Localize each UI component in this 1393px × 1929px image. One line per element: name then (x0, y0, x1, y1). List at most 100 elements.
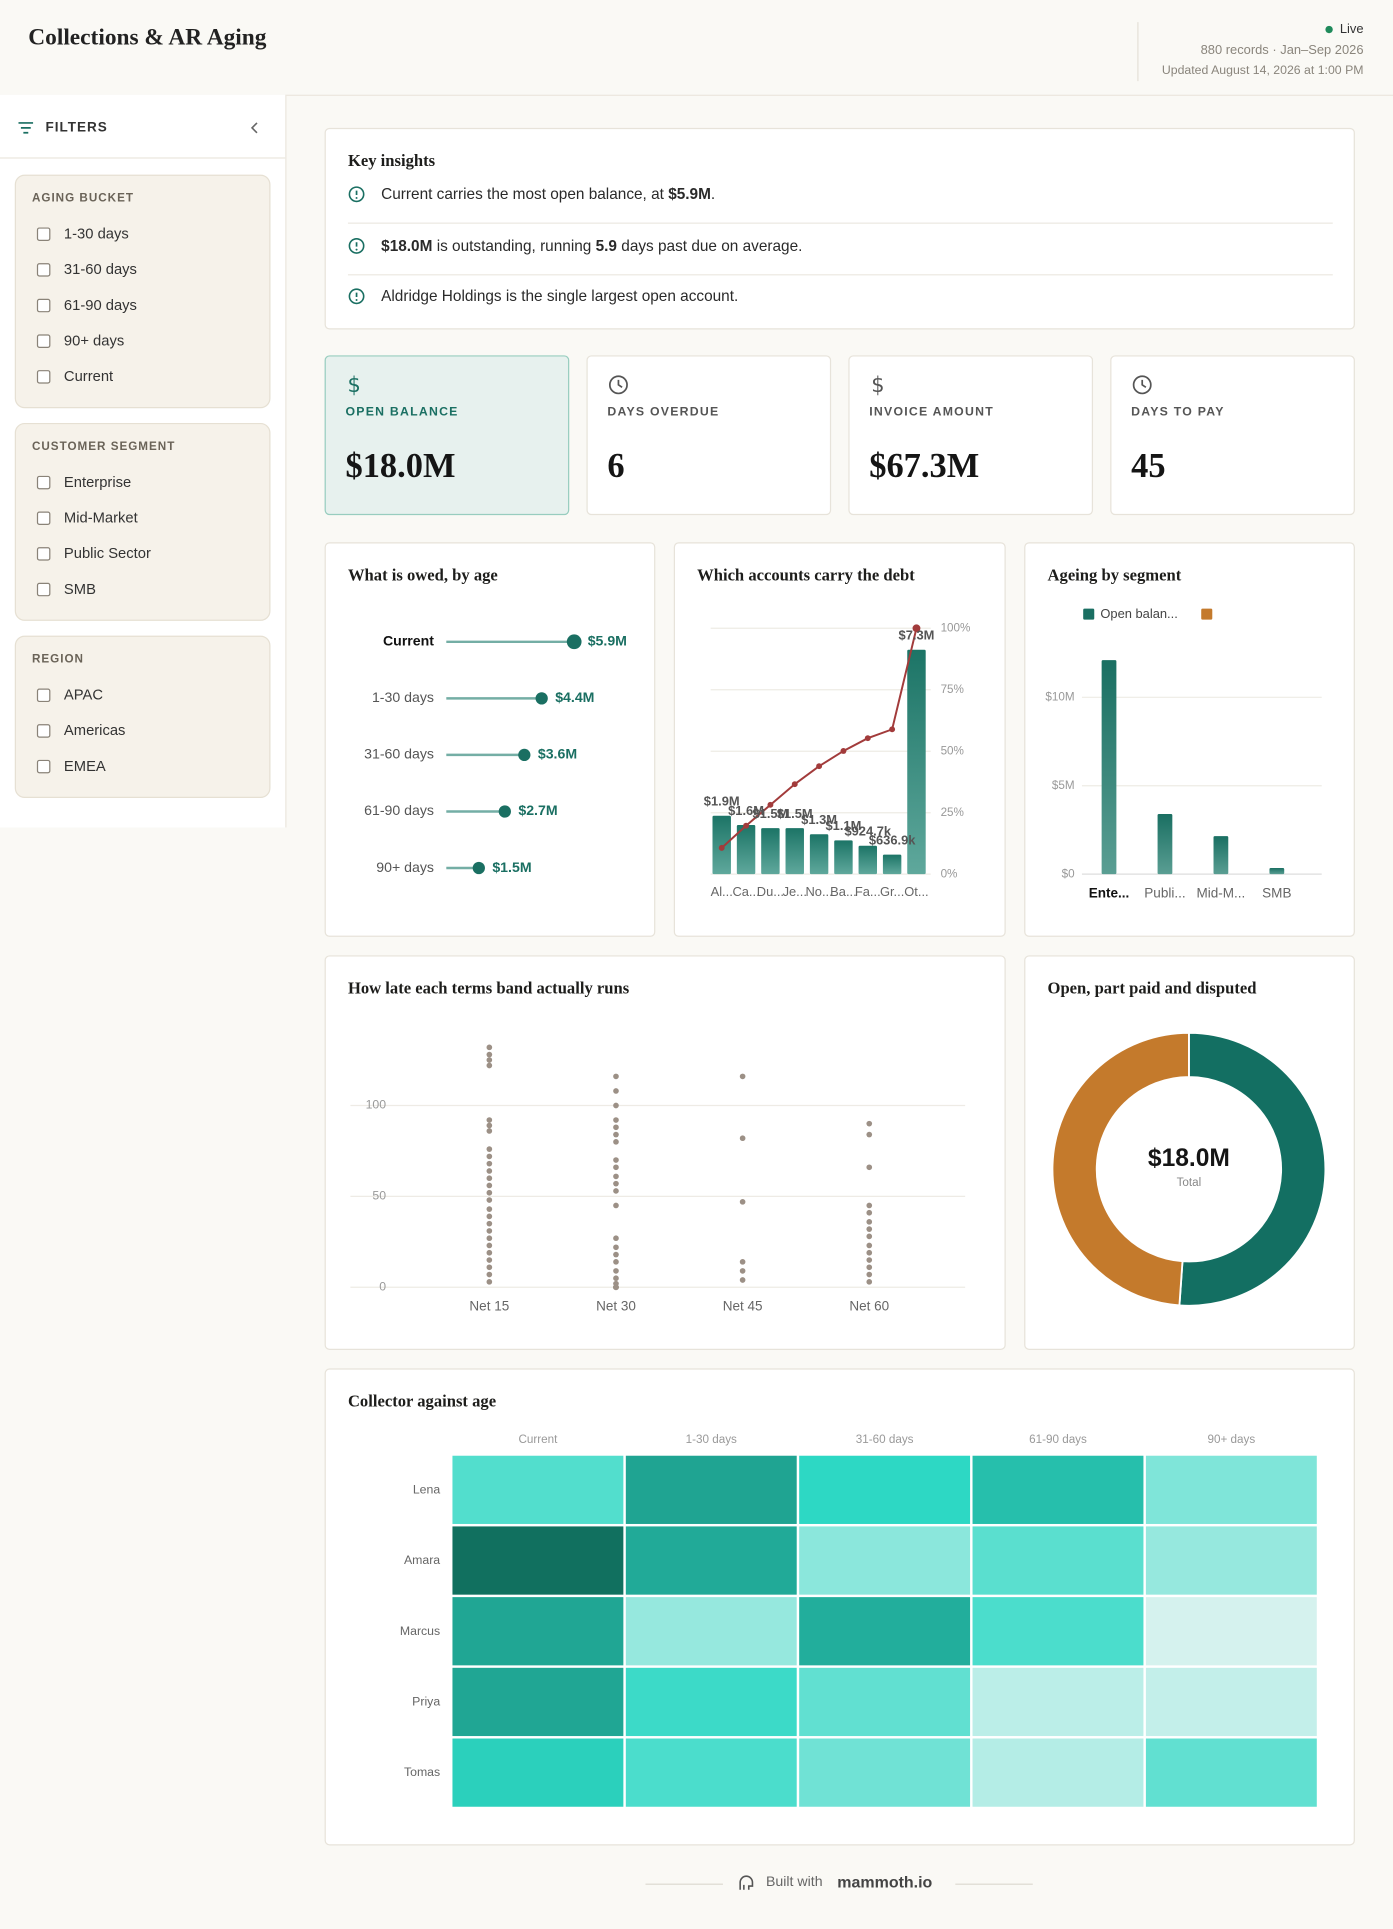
filter-option[interactable]: Enterprise (36, 473, 132, 491)
insights-card: Key insights Current carries the most op… (324, 127, 1355, 330)
filter-group-title: CUSTOMER SEGMENT (31, 440, 176, 454)
app-title: Collections & AR Aging (28, 24, 267, 51)
insight: Current carries the most open balance, a… (348, 186, 715, 203)
option-label: Americas (63, 721, 126, 739)
kpi-card[interactable]: DAYS TO PAY 45 (1110, 355, 1355, 516)
insight-icon (348, 288, 365, 305)
filter-option[interactable]: Americas (36, 721, 126, 739)
insight: Aldridge Holdings is the single largest … (348, 288, 738, 305)
insight-text: $5.9M (668, 185, 711, 203)
kpi-value: $67.3M (869, 447, 980, 486)
checkbox[interactable] (36, 333, 51, 348)
checkbox[interactable] (36, 298, 51, 312)
option-label: EMEA (63, 757, 106, 775)
records: 880 records · Jan–Sep 2026 (1200, 43, 1364, 58)
checkbox[interactable] (36, 759, 51, 773)
insight-text: . (710, 185, 716, 203)
kpi-icon (608, 375, 628, 395)
insight-text: $18.0M (381, 236, 433, 254)
chart-card: Which accounts carry the debt (673, 542, 1006, 937)
chart-title: Open, part paid and disputed (1047, 978, 1257, 998)
chart-card: How late each terms band actually runs (324, 955, 1006, 1350)
header: Collections & AR Aging Live 880 records … (0, 0, 1393, 96)
option-label: APAC (63, 686, 104, 704)
insight-text: is outstanding, running (432, 236, 596, 254)
chart-card: What is owed, by age (324, 542, 656, 937)
updated: Updated August 14, 2026 at 1:00 PM (1161, 63, 1364, 78)
separator (347, 273, 1333, 275)
filter-option[interactable]: 31-60 days (36, 260, 137, 278)
chart-title: What is owed, by age (347, 565, 498, 585)
checkbox[interactable] (36, 510, 51, 525)
chart-title: How late each terms band actually runs (347, 978, 630, 998)
kpi-icon: $ (347, 374, 360, 396)
checkbox[interactable] (36, 369, 51, 383)
insight: $18.0M is outstanding, running 5.9 days … (348, 237, 802, 254)
divider (0, 157, 286, 159)
footer-prefix: Built with (765, 1874, 823, 1890)
kpi-label: DAYS TO PAY (1131, 405, 1225, 420)
chart-title: Ageing by segment (1047, 565, 1182, 585)
live-dot (1325, 25, 1333, 34)
filter-option[interactable]: SMB (36, 580, 96, 598)
filter-group: REGION APAC Americas EMEA (14, 635, 271, 798)
kpi-icon: $ (871, 374, 884, 396)
live-label: Live (1339, 22, 1364, 37)
filter-option[interactable]: Public Sector (36, 544, 151, 562)
checkbox[interactable] (36, 546, 51, 561)
option-label: Mid-Market (63, 509, 138, 527)
separator (347, 222, 1333, 224)
filters-title: FILTERS (45, 120, 108, 136)
chart-card: Collector against age (324, 1368, 1355, 1846)
status: Live (1325, 22, 1364, 37)
insight-text: Current carries the most open balance, a… (381, 185, 669, 203)
kpi-label: OPEN BALANCE (345, 405, 459, 420)
filter-option[interactable]: EMEA (36, 757, 106, 775)
kpi-label: INVOICE AMOUNT (869, 405, 994, 420)
option-label: Public Sector (63, 544, 151, 562)
filter-group: AGING BUCKET 1-30 days 31-60 days 61-90 day… (14, 174, 271, 409)
kpi-label: DAYS OVERDUE (607, 405, 720, 420)
kpi-value: $18.0M (345, 447, 456, 486)
filter-option[interactable]: Mid-Market (36, 509, 138, 527)
checkbox[interactable] (36, 723, 51, 738)
filter-option[interactable]: 90+ days (36, 332, 124, 349)
kpi-card[interactable]: DAYS OVERDUE 6 (586, 355, 832, 516)
filter-icon (18, 122, 34, 134)
checkbox[interactable] (36, 687, 51, 702)
checkbox[interactable] (36, 475, 51, 489)
kpi-value: 45 (1131, 447, 1166, 486)
kpi-card[interactable]: $ INVOICE AMOUNT $67.3M (848, 355, 1094, 516)
svg-text:$: $ (871, 374, 884, 396)
filter-group: CUSTOMER SEGMENT Enterprise Mid-Market Publ… (14, 422, 271, 621)
option-label: Enterprise (63, 473, 132, 491)
filter-option[interactable]: APAC (36, 686, 104, 704)
insight-text: days past due on average. (616, 236, 803, 254)
chart-card: Open, part paid and disputed (1024, 955, 1355, 1350)
kpi-value: 6 (607, 447, 625, 486)
kpi-card[interactable]: $ OPEN BALANCE $18.0M (324, 355, 570, 516)
option-label: 31-60 days (63, 260, 137, 278)
insights-title: Key insights (347, 151, 436, 170)
filter-option[interactable]: 61-90 days (36, 296, 137, 314)
filter-option[interactable]: 1-30 days (36, 225, 129, 242)
sidebar: FILTERS AGING BUCKET 1-30 days 31-60 days 6… (0, 94, 287, 828)
filter-group-title: REGION (31, 652, 84, 667)
checkbox[interactable] (36, 582, 51, 596)
insight-icon (348, 186, 365, 203)
collapse-button[interactable] (250, 122, 260, 134)
insight-text: 5.9 (595, 236, 617, 254)
kpi-icon (1132, 375, 1152, 395)
svg-text:$: $ (347, 374, 360, 396)
footer-line (645, 1883, 723, 1885)
brand-icon (739, 1875, 754, 1890)
option-label: Current (63, 367, 114, 385)
checkbox[interactable] (36, 226, 51, 241)
footer-line (955, 1883, 1033, 1885)
filter-option[interactable]: Current (36, 367, 114, 385)
footer-brand[interactable]: mammoth.io (837, 1872, 933, 1891)
checkbox[interactable] (36, 262, 51, 277)
chart-title: Which accounts carry the debt (697, 565, 915, 585)
